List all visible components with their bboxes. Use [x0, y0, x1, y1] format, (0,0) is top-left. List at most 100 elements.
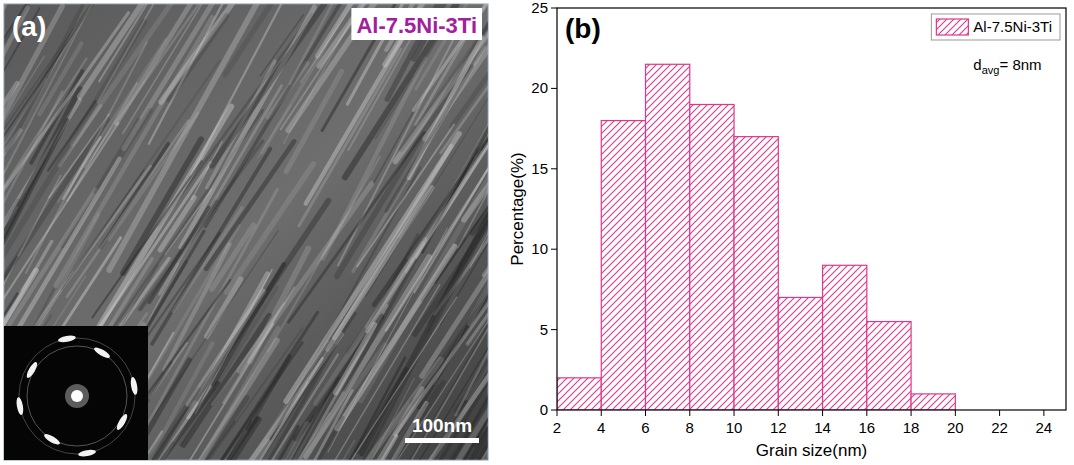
streak	[146, 418, 257, 460]
histogram-bar	[734, 137, 778, 410]
x-tick	[866, 410, 867, 416]
streak	[180, 288, 277, 445]
scale-bar	[405, 438, 479, 443]
streak	[484, 123, 488, 276]
streak	[212, 4, 346, 166]
streak	[139, 201, 216, 309]
legend-label: Al-7.5Ni-3Ti	[973, 18, 1052, 35]
x-tick-label: 24	[1036, 419, 1053, 436]
streak	[290, 378, 414, 460]
histogram-bar	[778, 297, 822, 410]
streak	[4, 201, 18, 324]
annotation-sub: avg	[982, 64, 1000, 76]
x-tick	[911, 410, 912, 416]
streak	[345, 4, 488, 177]
streak	[126, 328, 303, 460]
x-tick	[601, 410, 602, 416]
x-tick	[689, 410, 690, 416]
inset-background	[4, 326, 148, 460]
diffraction-arc	[43, 432, 62, 446]
x-tick-label: 12	[770, 419, 787, 436]
streak	[4, 22, 144, 270]
x-axis-title: Grain size(nm)	[756, 441, 867, 460]
x-tick-label: 18	[903, 419, 920, 436]
x-tick-label: 14	[814, 419, 831, 436]
y-tick-label: 5	[540, 321, 548, 338]
x-tick-label: 4	[597, 419, 605, 436]
histogram-bar	[867, 322, 911, 410]
streak	[95, 120, 138, 192]
streak	[152, 201, 329, 460]
histogram-bar	[557, 378, 601, 410]
streak	[374, 65, 488, 305]
histogram-bar	[646, 64, 690, 410]
y-tick-label: 20	[531, 79, 548, 96]
streak	[467, 194, 488, 398]
legend-box	[931, 14, 1060, 40]
annotation: davg= 8nm	[973, 56, 1041, 76]
y-tick	[551, 249, 557, 250]
y-tick-label: 10	[531, 240, 548, 257]
streak	[367, 85, 488, 331]
center-spot	[71, 390, 83, 402]
bars	[557, 64, 955, 410]
x-tick-label: 10	[726, 419, 743, 436]
streak	[480, 225, 488, 460]
y-tick	[551, 88, 557, 89]
panel-label: (a)	[12, 11, 46, 42]
histogram-bar	[690, 104, 734, 410]
streak	[370, 338, 488, 460]
scale-bar-label: 100nm	[412, 415, 472, 436]
x-tick	[822, 410, 823, 416]
streak	[198, 312, 317, 460]
streak	[290, 4, 337, 84]
diffraction-arc	[25, 361, 39, 380]
streak	[286, 134, 459, 402]
y-tick	[551, 410, 557, 411]
streak	[414, 4, 488, 257]
streak	[412, 219, 488, 402]
streak	[162, 328, 278, 460]
y-tick-label: 25	[531, 0, 548, 16]
x-tick-label: 20	[947, 419, 964, 436]
streak	[173, 208, 242, 312]
streak	[80, 4, 189, 97]
center-glow	[65, 384, 89, 408]
y-tick	[551, 8, 557, 9]
diffraction-arc	[115, 413, 129, 432]
histogram-bar	[601, 121, 645, 410]
diffraction-arc	[15, 397, 24, 416]
histogram-bar	[911, 394, 955, 410]
streak	[189, 292, 264, 405]
annotation-rest: = 8nm	[999, 56, 1041, 73]
x-tick	[645, 410, 646, 416]
x-tick	[734, 410, 735, 416]
x-tick-label: 22	[991, 419, 1008, 436]
x-tick-label: 2	[553, 419, 561, 436]
legend-swatch	[936, 19, 968, 35]
y-tick-label: 0	[540, 401, 548, 418]
streak	[168, 16, 226, 100]
streak	[258, 413, 330, 460]
streak	[423, 239, 464, 300]
histogram-bar	[823, 265, 867, 410]
streak	[296, 317, 382, 439]
y-tick	[551, 329, 557, 330]
streak	[386, 66, 472, 211]
diffraction-arc	[78, 449, 97, 458]
x-tick	[557, 410, 558, 416]
streak	[258, 105, 291, 157]
streak	[123, 4, 204, 133]
streak	[73, 4, 241, 144]
diffraction-arc	[58, 334, 77, 343]
ring	[19, 338, 135, 454]
streak	[149, 4, 282, 144]
x-tick	[778, 410, 779, 416]
label-background	[351, 8, 482, 40]
diffraction-arc	[93, 346, 112, 360]
streak	[268, 157, 380, 351]
panel-label: (b)	[565, 13, 601, 44]
diffraction-arc	[130, 377, 139, 396]
x-tick	[955, 410, 956, 416]
streak	[239, 183, 372, 370]
